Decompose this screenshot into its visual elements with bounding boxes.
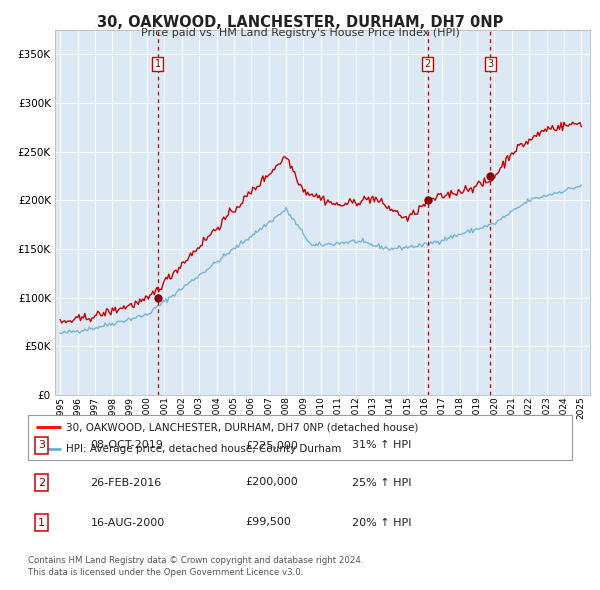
Text: This data is licensed under the Open Government Licence v3.0.: This data is licensed under the Open Gov… (28, 568, 304, 577)
Text: 30, OAKWOOD, LANCHESTER, DURHAM, DH7 0NP: 30, OAKWOOD, LANCHESTER, DURHAM, DH7 0NP (97, 15, 503, 30)
Text: 2: 2 (38, 477, 45, 487)
Text: 31% ↑ HPI: 31% ↑ HPI (352, 441, 411, 451)
Text: Contains HM Land Registry data © Crown copyright and database right 2024.: Contains HM Land Registry data © Crown c… (28, 556, 364, 565)
Text: 30, OAKWOOD, LANCHESTER, DURHAM, DH7 0NP (detached house): 30, OAKWOOD, LANCHESTER, DURHAM, DH7 0NP… (66, 422, 418, 432)
Text: 20% ↑ HPI: 20% ↑ HPI (352, 517, 411, 527)
Text: 1: 1 (38, 517, 45, 527)
Text: 25% ↑ HPI: 25% ↑ HPI (352, 477, 411, 487)
Text: 16-AUG-2000: 16-AUG-2000 (91, 517, 165, 527)
Text: 3: 3 (38, 441, 45, 451)
Text: Price paid vs. HM Land Registry's House Price Index (HPI): Price paid vs. HM Land Registry's House … (140, 28, 460, 38)
Text: 2: 2 (424, 59, 431, 69)
Text: 08-OCT-2019: 08-OCT-2019 (91, 441, 163, 451)
Text: HPI: Average price, detached house, County Durham: HPI: Average price, detached house, Coun… (66, 444, 341, 454)
Text: 1: 1 (155, 59, 161, 69)
Text: £225,000: £225,000 (245, 441, 298, 451)
FancyBboxPatch shape (28, 415, 572, 460)
Text: 3: 3 (487, 59, 494, 69)
Text: 26-FEB-2016: 26-FEB-2016 (91, 477, 162, 487)
Text: £200,000: £200,000 (245, 477, 298, 487)
Text: £99,500: £99,500 (245, 517, 292, 527)
